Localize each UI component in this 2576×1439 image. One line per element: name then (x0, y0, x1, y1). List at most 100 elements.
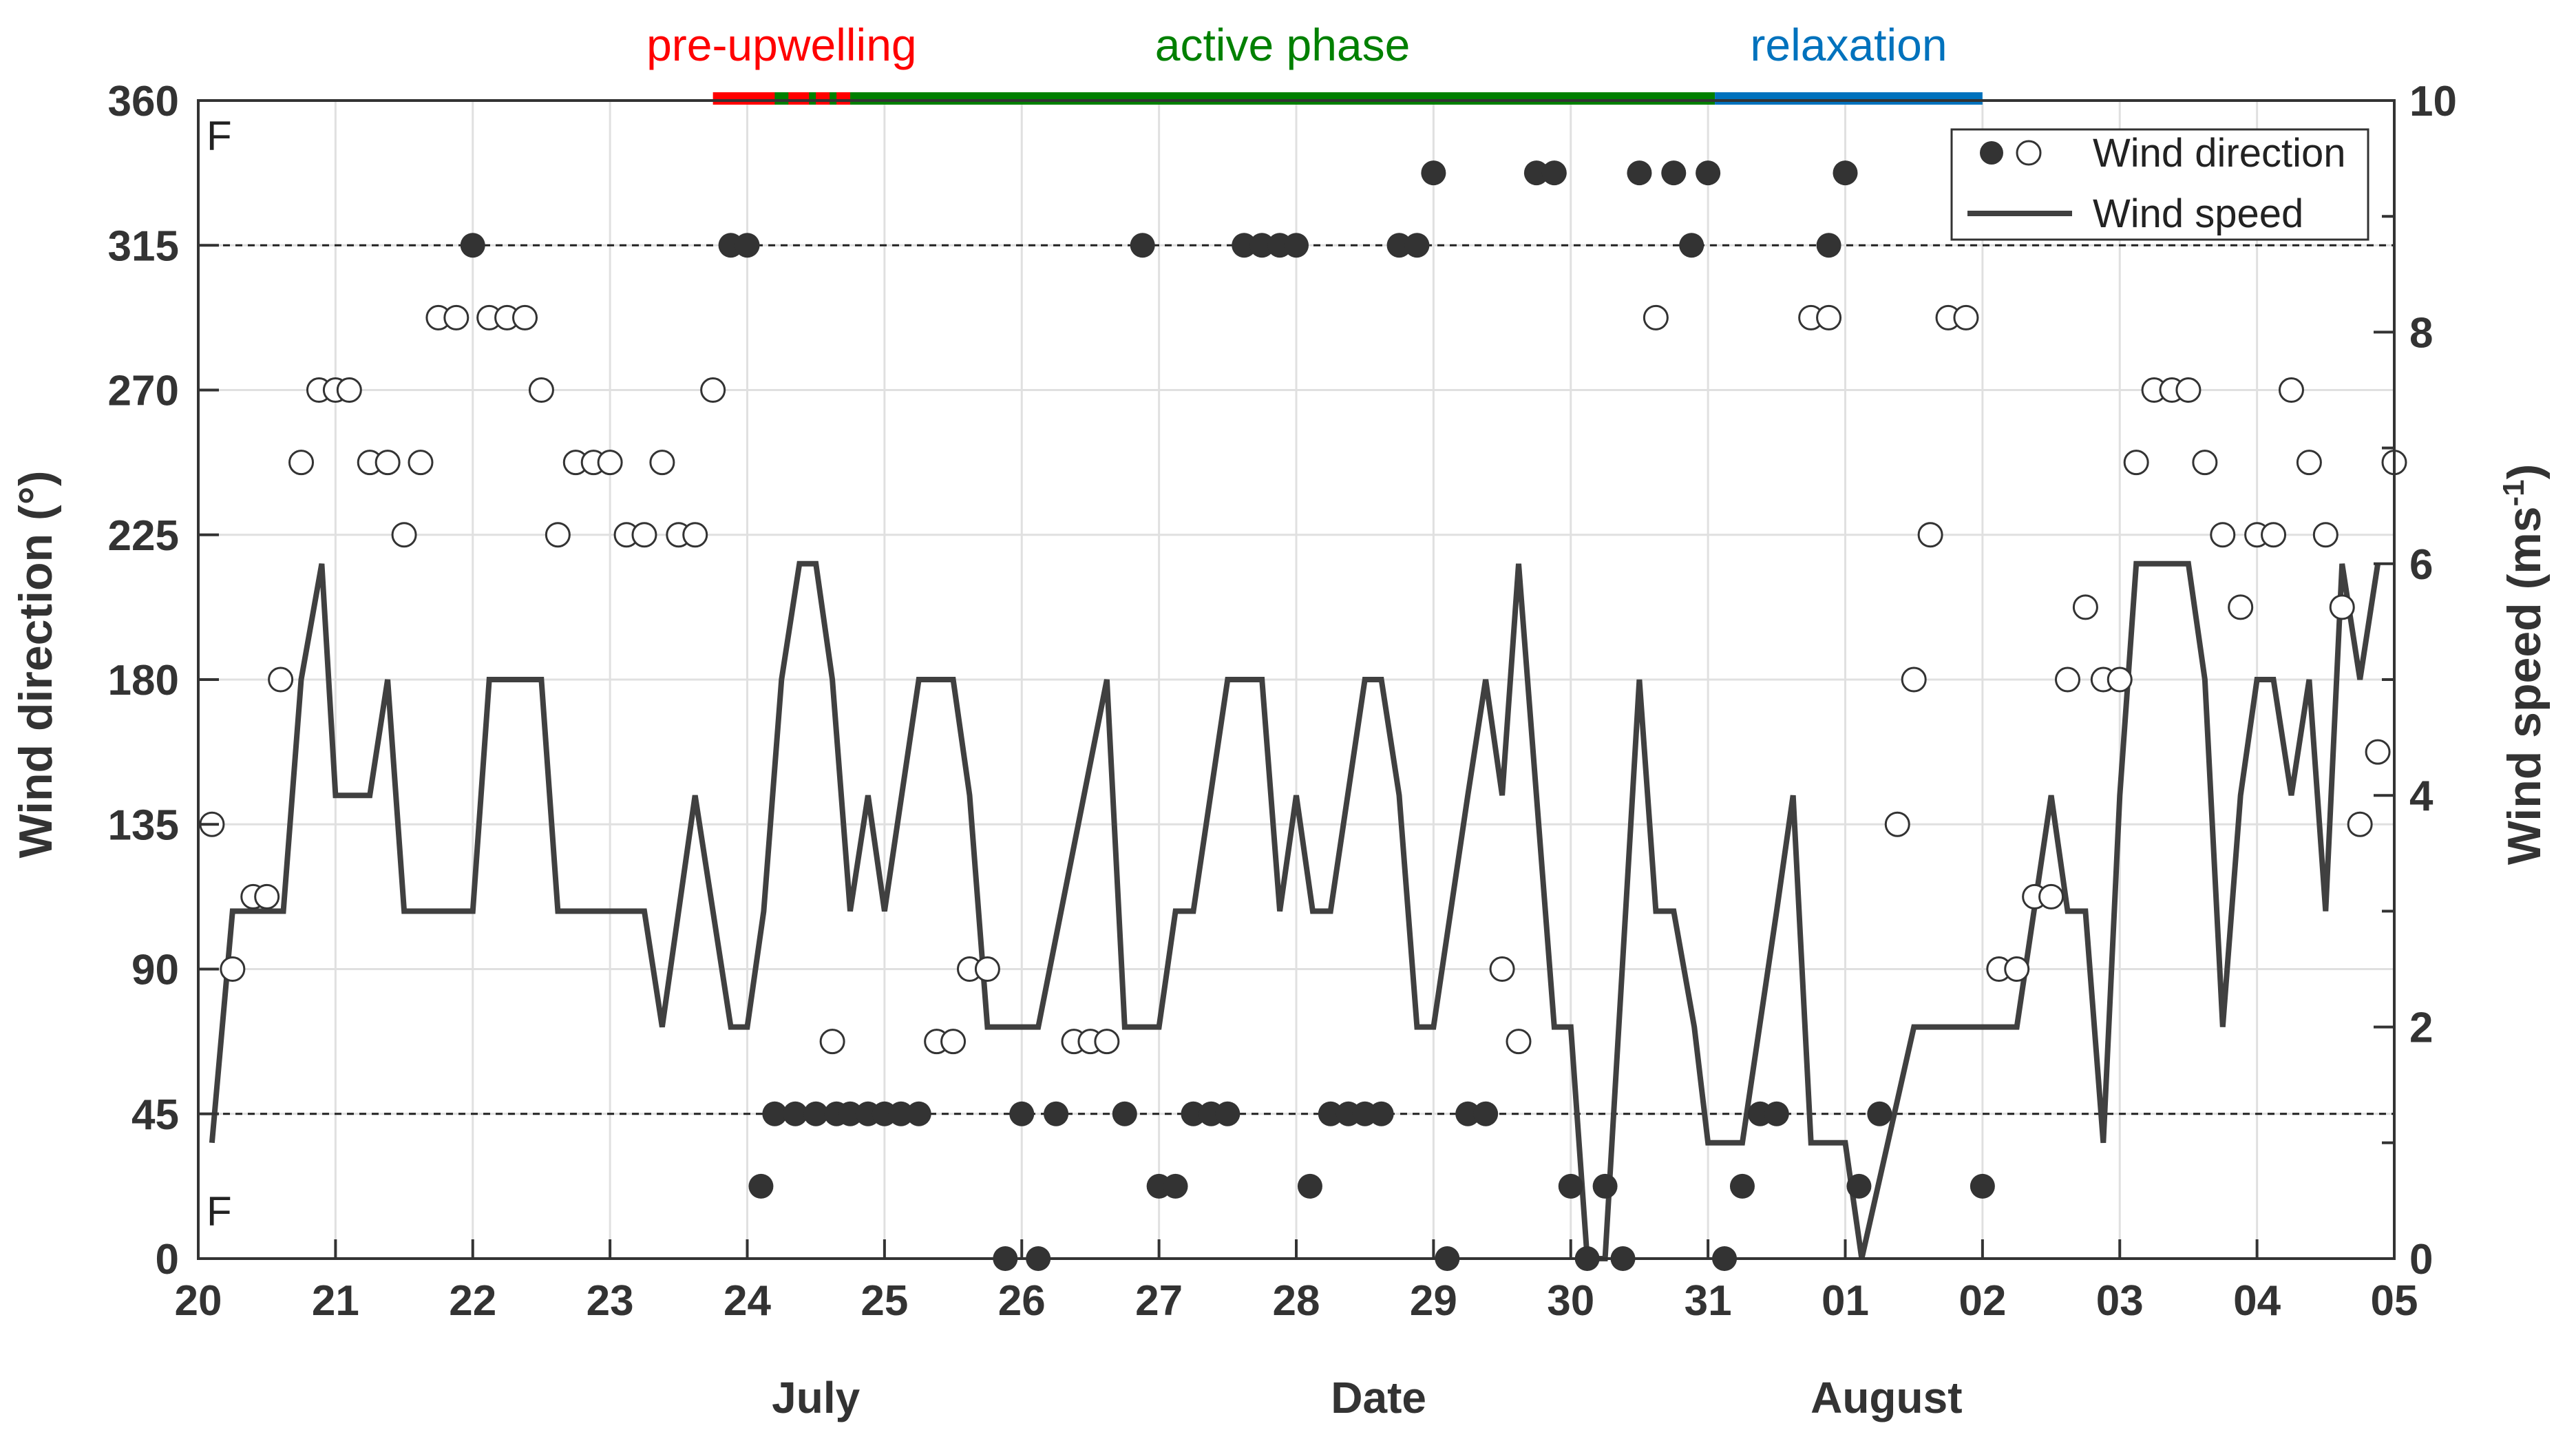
wind-direction-filled-point (1404, 233, 1430, 258)
x-axis-tick-labels: 20 21 22 23 24 25 26 27 28 29 30 31 01 02 03 04 05 (175, 1277, 2418, 1325)
wind-direction-open-point (2072, 594, 2098, 620)
wind-direction-filled-point (906, 1101, 931, 1126)
wind-direction-filled-point (838, 1101, 863, 1126)
wind-direction-filled-point (748, 1173, 774, 1199)
right-axis-tick-labels: 0 2 4 6 8 10 (2409, 78, 2457, 1283)
phase-bar-mix (830, 92, 837, 105)
wind-direction-filled-point (1846, 1173, 1872, 1199)
wind-direction-open-point (528, 377, 554, 403)
wind-direction-open-point (2123, 450, 2149, 476)
x-tick-label: 01 (1822, 1277, 1869, 1325)
wind-direction-filled-point (783, 1101, 808, 1126)
wind-direction-open-point (408, 450, 434, 476)
wind-direction-filled-point (1112, 1101, 1137, 1126)
left-axis-tick-labels: 0 45 90 135 180 225 270 315 360 (108, 78, 179, 1283)
wind-direction-filled-point (1163, 1173, 1188, 1199)
x-tick-label: 21 (312, 1277, 359, 1325)
wind-direction-open-point (2329, 594, 2355, 620)
wind-direction-filled-point (1679, 233, 1704, 258)
wind-direction-filled-point (1181, 1101, 1206, 1126)
wind-direction-open-point (2278, 377, 2304, 403)
wind-direction-open-point (1884, 811, 1910, 837)
wind-direction-open-point (1816, 304, 1842, 330)
left-tick-label: 45 (131, 1091, 179, 1139)
wind-direction-open-point (2175, 377, 2202, 403)
reference-lines (198, 244, 2394, 1115)
x-tick-label: 03 (2096, 1277, 2144, 1325)
wind-direction-open-point (2054, 666, 2080, 693)
wind-direction-filled-series (460, 160, 1995, 1271)
wind-direction-open-point (2107, 666, 2133, 693)
wind-direction-filled-point (1558, 1173, 1583, 1199)
x-tick-label: 27 (1135, 1277, 1183, 1325)
wind-direction-filled-point (1455, 1101, 1481, 1126)
month-labels: July Date August (772, 1373, 1962, 1422)
wind-direction-open-point (1953, 304, 1979, 330)
right-tick-label: 6 (2409, 541, 2433, 589)
left-tick-label: 315 (108, 222, 179, 270)
phase-bars (712, 92, 1983, 105)
legend-open-marker-icon (2016, 140, 2042, 166)
right-tick-label: 0 (2409, 1236, 2433, 1283)
x-tick-label: 22 (449, 1277, 496, 1325)
wind-direction-open-point (288, 450, 315, 476)
left-tick-label: 0 (156, 1236, 179, 1283)
wind-direction-filled-point (1284, 233, 1309, 258)
wind-direction-open-point (268, 666, 294, 693)
y-right-axis-title-close: ) (2498, 464, 2551, 480)
wind-direction-open-point (1901, 666, 1927, 693)
right-tick-label: 4 (2409, 773, 2434, 820)
wind-direction-filled-point (460, 233, 485, 258)
phase-label-relaxation: relaxation (1750, 19, 1947, 70)
phase-label-active-phase: active phase (1155, 19, 1411, 70)
wind-direction-open-point (700, 377, 726, 403)
wind-direction-open-point (940, 1029, 967, 1055)
legend-filled-marker-icon (1980, 141, 2003, 165)
wind-speed-line (209, 560, 2381, 1261)
legend: Wind direction Wind speed (1950, 128, 2369, 241)
wind-direction-filled-point (1627, 160, 1652, 186)
phase-label-pre-upwelling: pre-upwelling (646, 19, 917, 70)
wind-direction-filled-point (1318, 1101, 1343, 1126)
month-label-july: July (772, 1373, 860, 1422)
phase-bar-mix (809, 92, 816, 105)
wind-direction-open-point (2004, 956, 2030, 982)
wind-direction-open-point (1917, 522, 1943, 548)
wind-direction-filled-point (1249, 233, 1275, 258)
x-tick-label: 29 (1410, 1277, 1457, 1325)
wind-direction-open-point (391, 522, 417, 548)
wind-direction-filled-point (762, 1101, 788, 1126)
left-tick-label: 360 (108, 78, 179, 125)
wind-direction-open-point (2192, 450, 2218, 476)
wind-direction-open-point (374, 450, 401, 476)
wind-direction-filled-point (1386, 233, 1412, 258)
wind-direction-filled-point (1816, 233, 1841, 258)
y-right-axis-title: Wind speed (ms-1) (2497, 464, 2551, 865)
wind-direction-open-point (1094, 1029, 1120, 1055)
wind-direction-open-point (597, 450, 623, 476)
wind-direction-filled-point (1592, 1173, 1618, 1199)
wind-direction-open-point (819, 1029, 845, 1055)
wind-direction-filled-point (1369, 1101, 1394, 1126)
wind-direction-open-point (649, 450, 675, 476)
left-tick-label: 270 (108, 368, 179, 415)
wind-direction-filled-point (1421, 160, 1446, 186)
x-tick-label: 02 (1959, 1277, 2006, 1325)
wind-direction-open-point (1643, 304, 1669, 330)
x-tick-label: 20 (175, 1277, 222, 1325)
wind-direction-open-point (2365, 739, 2391, 765)
wind-direction-filled-point (1696, 160, 1721, 186)
wind-direction-filled-point (1009, 1101, 1035, 1126)
left-tick-label: 135 (108, 801, 179, 849)
x-tick-label: 25 (861, 1277, 908, 1325)
wind-direction-filled-point (1473, 1101, 1499, 1126)
wind-direction-open-point (220, 956, 246, 982)
wind-direction-open-point (545, 522, 571, 548)
wind-direction-open-point (2312, 522, 2339, 548)
phase-bar-mix (774, 92, 789, 105)
panel-letter-bottom: F (207, 1188, 232, 1235)
wind-direction-open-point (512, 304, 538, 330)
wind-direction-open-point (336, 377, 362, 403)
x-tick-label: 24 (724, 1277, 771, 1325)
